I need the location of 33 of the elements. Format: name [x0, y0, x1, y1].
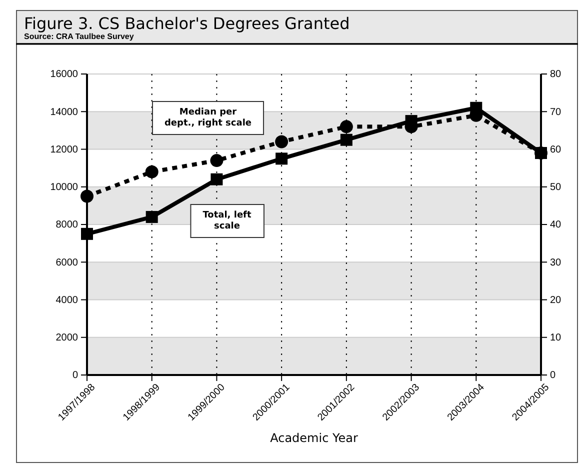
y-tick-label: 14000	[50, 106, 78, 118]
text: Total, left scale	[202, 210, 252, 232]
y2-tick-label: 10	[550, 332, 562, 344]
point	[145, 165, 158, 178]
y-tick-label: 16000	[50, 69, 78, 80]
y-tick-label: 12000	[50, 144, 78, 156]
point	[146, 210, 158, 223]
point	[80, 190, 94, 203]
point	[275, 135, 288, 148]
y2-tick-label: 30	[550, 257, 562, 268]
y-tick-label: 4000	[56, 294, 78, 306]
y2-tick-label: 0	[550, 370, 556, 382]
x-axis-title: Academic Year	[270, 431, 358, 445]
y2-tick-label: 20	[550, 294, 562, 306]
y-tick-label: 10000	[50, 182, 78, 194]
y2-tick-label: 80	[550, 69, 562, 80]
point	[210, 173, 223, 186]
y-tick-label: 0	[72, 370, 78, 382]
y2-tick-label: 60	[550, 144, 562, 156]
y-tick-label: 2000	[56, 332, 78, 344]
y-tick-label: 8000	[56, 220, 78, 231]
point	[210, 154, 224, 168]
y2-tick-label: 40	[550, 220, 562, 231]
point	[81, 228, 93, 240]
point	[340, 120, 353, 134]
chart-title: Figure 3. CS Bachelor's Degrees Granted	[24, 14, 350, 33]
chart-subtitle: Source: CRA Taulbee Survey	[24, 32, 134, 41]
y2-tick-label: 70	[550, 106, 562, 118]
y2-tick-label: 50	[550, 182, 562, 194]
text: Median per dept., right scale	[164, 108, 252, 128]
y-tick-label: 6000	[56, 257, 78, 268]
point	[340, 134, 352, 146]
point	[276, 152, 288, 165]
